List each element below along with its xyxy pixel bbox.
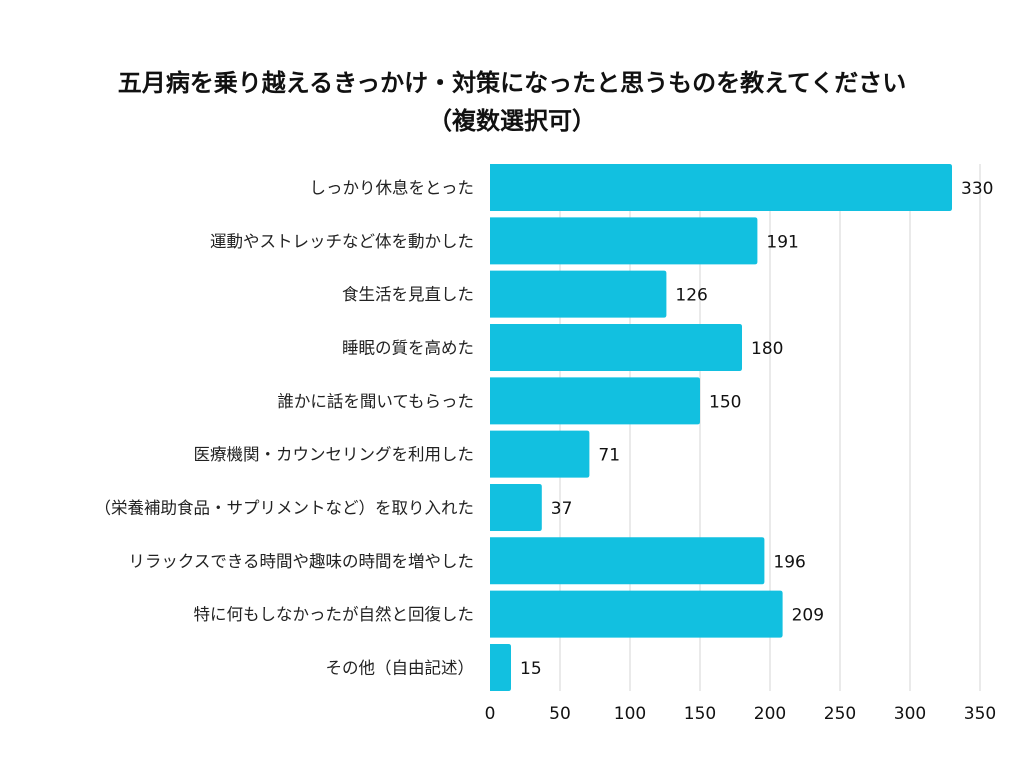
chart-title-sub: （複数選択可） [428,107,596,135]
chart-title-main: 五月病を乗り越えるきっかけ・対策になったと思うものを教えてください [117,69,907,97]
bar [490,217,758,265]
bar [490,430,590,478]
category-labels: しっかり休息をとった運動やストレッチなど体を動かした食生活を見直した睡眠の質を高… [95,179,475,678]
category-label: 特に何もしなかったが自然と回復した [194,605,475,624]
bar [490,590,783,638]
value-label: 191 [766,232,798,252]
value-label: 209 [792,606,824,626]
value-label: 196 [773,552,805,572]
value-label: 330 [961,179,993,199]
category-label: （栄養補助食品・サプリメントなど）を取り入れた [95,498,475,517]
x-tick-label: 250 [824,704,856,724]
category-label: しっかり休息をとった [309,179,474,198]
value-label: 180 [751,339,783,359]
category-label: 運動やストレッチなど体を動かした [210,232,474,251]
category-label: リラックスできる時間や趣味の時間を増やした [128,552,474,571]
x-tick-label: 0 [485,704,496,724]
category-label: 食生活を見直した [342,285,474,304]
value-label: 37 [551,499,573,519]
x-axis-ticks: 0 50 100 150 200 250 300 350 [485,704,997,724]
bar [490,643,511,691]
value-label: 126 [675,286,707,306]
x-tick-label: 100 [614,704,646,724]
value-label: 71 [598,446,620,466]
value-labels: 330 191 126 180 150 71 37 196 209 15 [520,179,993,679]
x-tick-label: 150 [684,704,716,724]
bar [490,483,542,531]
bar [490,164,952,211]
category-label: 医療機関・カウンセリングを利用した [194,445,475,464]
x-tick-label: 200 [754,704,786,724]
value-label: 150 [709,392,741,412]
category-label: 誰かに話を聞いてもらった [277,392,474,411]
category-label: その他（自由記述） [326,658,475,677]
bar [490,323,742,371]
bar [490,377,700,425]
bars [490,164,952,691]
x-tick-label: 300 [894,704,926,724]
chart-title: 五月病を乗り越えるきっかけ・対策になったと思うものを教えてください （複数選択可… [0,64,1024,140]
x-tick-label: 350 [964,704,996,724]
bar [490,270,667,318]
value-label: 15 [520,659,542,679]
x-tick-label: 50 [549,704,571,724]
category-label: 睡眠の質を高めた [342,338,474,357]
bar [490,537,765,585]
